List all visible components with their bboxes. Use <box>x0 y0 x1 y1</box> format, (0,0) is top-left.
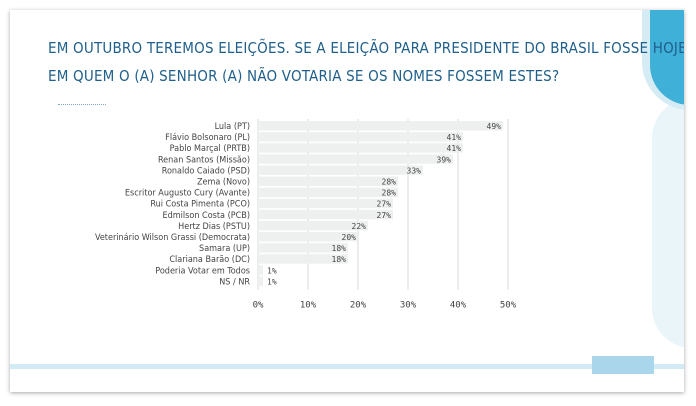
category-label: Pablo Marçal (PRTB) <box>170 144 250 154</box>
data-label: 27% <box>377 200 392 209</box>
data-label: 49% <box>487 122 502 131</box>
x-tick-label: 40% <box>450 301 467 311</box>
bar <box>258 187 398 198</box>
category-label: Hertz Dias (PSTU) <box>178 222 250 232</box>
category-label: Poderia Votar em Todos <box>155 266 250 276</box>
data-label: 1% <box>267 277 277 286</box>
data-label: 39% <box>437 155 452 164</box>
data-label: 41% <box>447 133 462 142</box>
x-tick-label: 30% <box>400 301 417 311</box>
data-label: 27% <box>377 211 392 220</box>
x-tick-label: 50% <box>500 301 517 311</box>
bar <box>258 209 393 220</box>
x-tick-label: 20% <box>350 301 367 311</box>
category-label: Ronaldo Caiado (PSD) <box>162 166 250 176</box>
bar <box>258 198 393 209</box>
bar <box>258 154 453 164</box>
bar <box>258 232 358 242</box>
title-divider <box>58 104 106 105</box>
slide: EM OUTUBRO TEREMOS ELEIÇÕES. SE A ELEIÇÃ… <box>10 10 684 392</box>
footer-bar <box>10 364 684 369</box>
data-label: 22% <box>352 222 367 231</box>
footer-accent <box>592 356 654 374</box>
bar <box>258 276 263 286</box>
bar <box>258 165 423 175</box>
data-label: 18% <box>332 255 347 264</box>
side-decoration <box>652 98 684 348</box>
x-tick-label: 0% <box>253 301 264 311</box>
category-label: Samara (UP) <box>199 244 250 254</box>
category-label: Veterinário Wilson Grassi (Democrata) <box>95 233 250 243</box>
chart-title-line-1: EM OUTUBRO TEREMOS ELEIÇÕES. SE A ELEIÇÃ… <box>48 39 684 57</box>
category-label: Flávio Bolsonaro (PL) <box>165 133 250 143</box>
bar <box>258 243 348 253</box>
data-label: 33% <box>407 166 422 175</box>
data-label: 18% <box>332 244 347 253</box>
data-label: 28% <box>382 189 397 198</box>
category-label: Renan Santos (Missão) <box>158 155 250 165</box>
data-label: 1% <box>267 266 277 275</box>
bar <box>258 132 463 142</box>
data-label: 28% <box>382 178 397 187</box>
bar <box>258 143 463 153</box>
category-label: Edmilson Costa (PCB) <box>163 211 250 221</box>
chart-title-line-2: EM QUEM O (A) SENHOR (A) NÃO VOTARIA SE … <box>48 67 560 85</box>
category-label: Clariana Barão (DC) <box>169 255 250 265</box>
category-label: Escritor Augusto Cury (Avante) <box>125 189 250 199</box>
bar <box>258 220 368 231</box>
bar <box>258 265 263 275</box>
category-label: NS / NR <box>219 277 250 287</box>
category-label: Lula (PT) <box>215 122 250 132</box>
bar-chart: 0% 10% 20% 30% 40% 50% Lula (PT) 49% Flávio Bols… <box>95 119 517 311</box>
category-label: Zema (Novo) <box>197 178 250 188</box>
bar <box>258 254 348 264</box>
bar <box>258 121 503 131</box>
category-label: Rui Costa Pimenta (PCO) <box>150 200 250 210</box>
data-label: 41% <box>447 144 462 153</box>
x-tick-label: 10% <box>300 301 317 311</box>
data-label: 20% <box>342 233 357 242</box>
bar <box>258 176 398 186</box>
